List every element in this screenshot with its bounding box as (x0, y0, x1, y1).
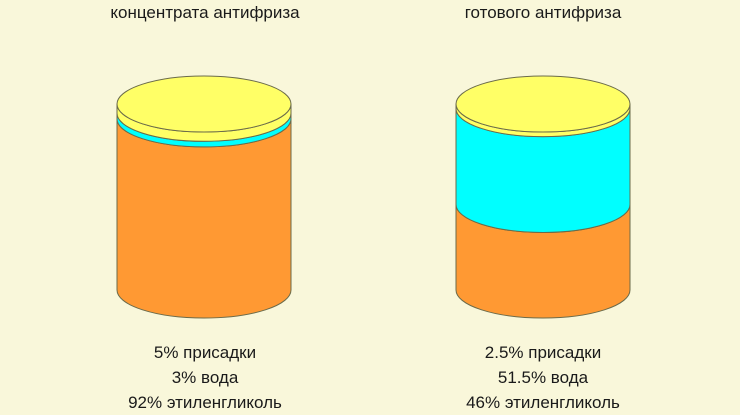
right-label-glycol: 46% этиленгликоль (466, 393, 620, 412)
left-cylinder-caption: 5% присадки 3% вода 92% этиленгликоль (55, 340, 355, 415)
left-label-additives: 5% присадки (153, 343, 257, 362)
cylinder-diagram (116, 75, 631, 319)
left-cylinder-title: концентрата антифриза (110, 3, 300, 22)
right-label-additives: 2.5% присадки (484, 343, 602, 362)
cylinder-0-layer-glycol (116, 118, 292, 319)
right-label-water: 51.5% вода (497, 368, 589, 387)
cylinder-0-top-face (116, 75, 292, 133)
right-cylinder-caption: 2.5% присадки 51.5% вода 46% этиленглико… (393, 340, 693, 415)
cylinder-1-top-face (455, 75, 631, 133)
left-label-glycol: 92% этиленгликоль (128, 393, 282, 412)
left-label-water: 3% вода (171, 368, 239, 387)
right-cylinder-title: готового антифриза (464, 3, 622, 22)
